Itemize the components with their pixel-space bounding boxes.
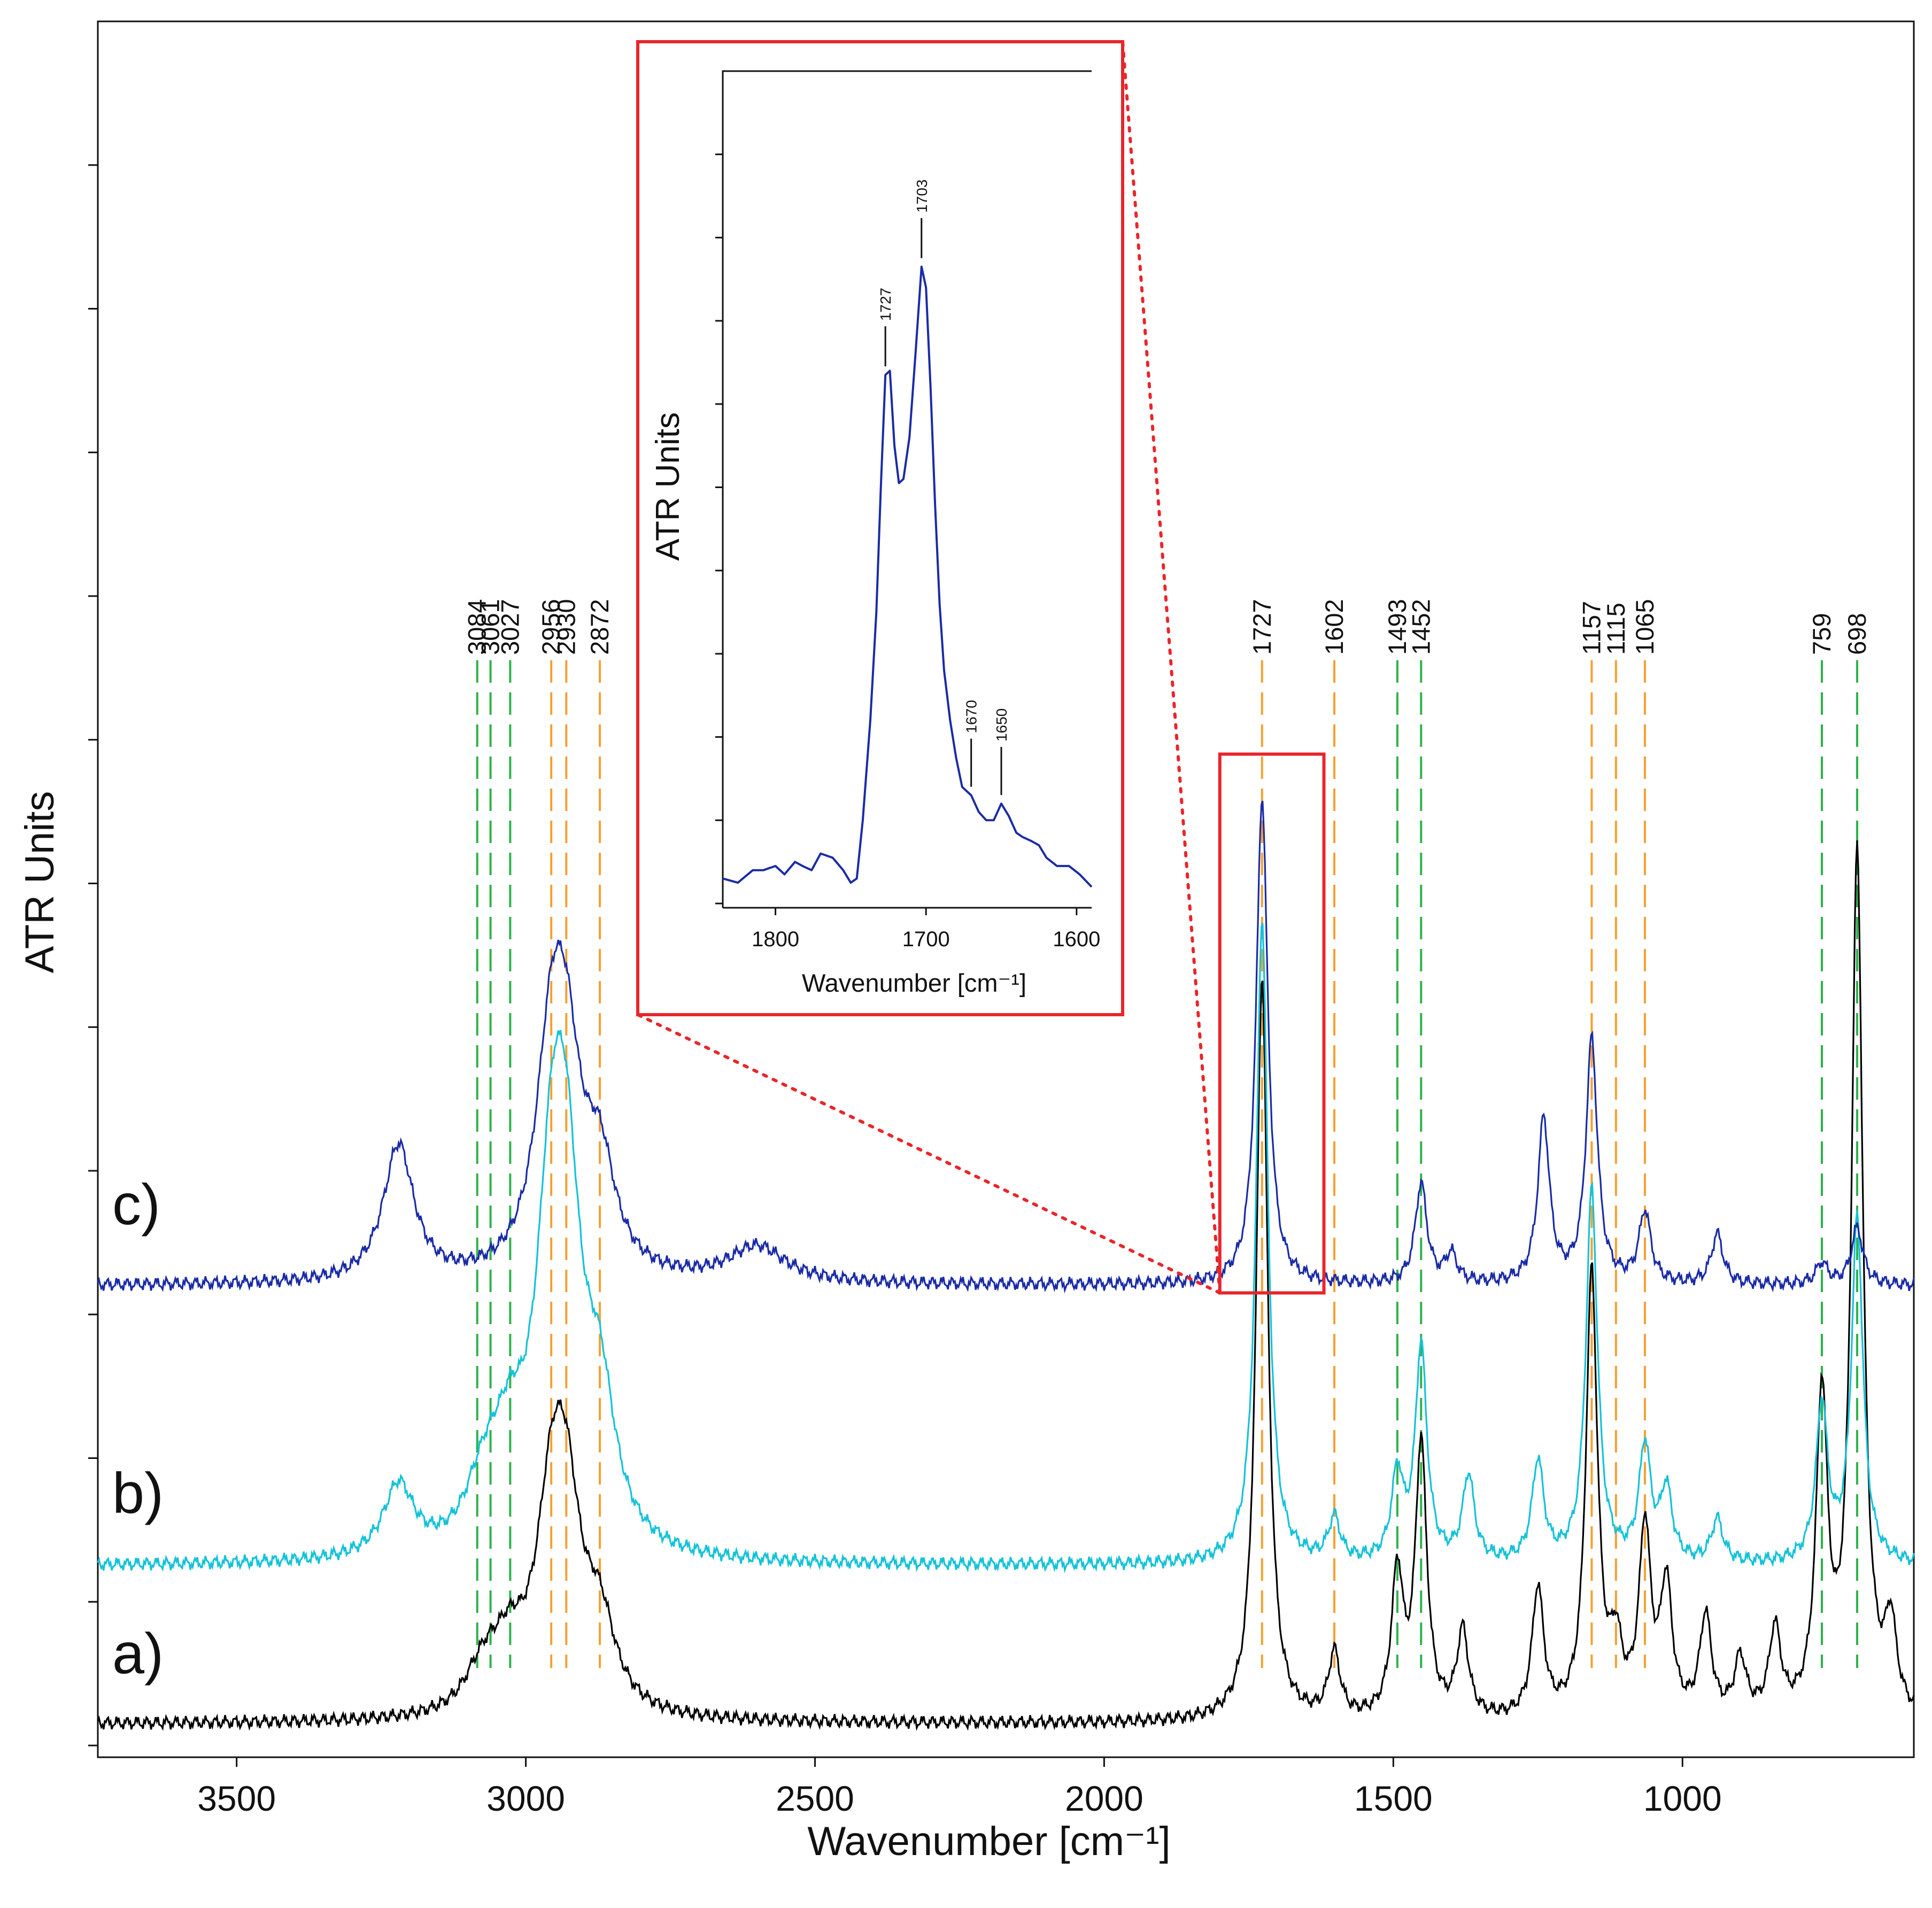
peak-marker-label: 1065 xyxy=(1630,599,1659,655)
peak-marker-label: 1452 xyxy=(1407,599,1435,655)
inset-peak-marker-label: 1703 xyxy=(914,180,930,213)
main-y-axis-title: ATR Units xyxy=(17,791,63,974)
x-tick-label: 3000 xyxy=(486,1779,565,1818)
x-tick-label: 2500 xyxy=(776,1779,854,1818)
inset-x-tick-label: 1700 xyxy=(902,928,950,951)
x-tick-label: 3500 xyxy=(197,1779,276,1818)
peak-marker-label: 1493 xyxy=(1383,599,1411,655)
inset-axis-ticks: 1800 1700 1600 xyxy=(715,153,1100,951)
inset-axes xyxy=(722,70,1092,908)
inset-spectrum xyxy=(722,265,1093,888)
peak-marker-label: 1115 xyxy=(1602,602,1630,655)
inset-spectrum-line xyxy=(722,265,1093,888)
x-tick-label: 1000 xyxy=(1643,1779,1722,1818)
main-plot-frame xyxy=(97,20,1915,1758)
series-label: a) xyxy=(112,1621,164,1686)
spectrum-line-c xyxy=(97,800,1915,1294)
peak-marker-label: 1157 xyxy=(1577,601,1605,655)
peak-marker-label: 3027 xyxy=(496,599,524,655)
inset-y-axis-title: ATR Units xyxy=(650,412,686,561)
peak-marker-label: 2930 xyxy=(552,599,580,655)
peak-marker-lines xyxy=(476,660,1858,1668)
inset-x-tick-label: 1800 xyxy=(752,928,799,951)
peak-marker-label: 3061 xyxy=(476,599,505,655)
spectrum-line-a xyxy=(97,840,1915,1731)
peak-marker-label: 759 xyxy=(1807,613,1836,655)
inset-peak-marker-label: 1670 xyxy=(963,700,980,733)
spectrum-line-b xyxy=(97,923,1915,1573)
zoom-callout xyxy=(636,40,1326,1295)
series-label: c) xyxy=(112,1172,160,1237)
peak-marker-label: 1727 xyxy=(1248,599,1276,655)
peak-marker-label: 2872 xyxy=(585,599,614,655)
peak-marker-label: 2956 xyxy=(537,599,565,655)
inset-peak-marker-label: 1727 xyxy=(877,288,894,321)
inset-plot: Wavenumber [cm⁻¹] ATR Units 1800 1700 1600… xyxy=(650,70,1100,997)
zoom-callout-line xyxy=(636,1013,1222,1295)
inset-peak-marker-label: 1650 xyxy=(993,708,1010,741)
main-spectra: a) b) c) xyxy=(97,800,1915,1731)
peak-marker-label: 3084 xyxy=(463,599,491,655)
main-axis-ticks: 3500 3000 2500 2000 1500 1000 xyxy=(88,164,1722,1818)
inset-peak-markers: 1727 1703 1670 1650 xyxy=(877,180,1010,795)
peak-marker-label: 1602 xyxy=(1320,599,1348,655)
zoom-box xyxy=(1218,752,1326,1295)
inset-x-tick-label: 1600 xyxy=(1053,928,1100,951)
peak-marker-label: 698 xyxy=(1843,613,1871,655)
main-x-axis-title: Wavenumber [cm⁻¹] xyxy=(807,1819,1170,1864)
inset-x-axis-title: Wavenumber [cm⁻¹] xyxy=(802,969,1026,997)
x-tick-label: 1500 xyxy=(1354,1779,1433,1818)
x-tick-label: 2000 xyxy=(1065,1779,1143,1818)
series-label: b) xyxy=(112,1461,164,1525)
